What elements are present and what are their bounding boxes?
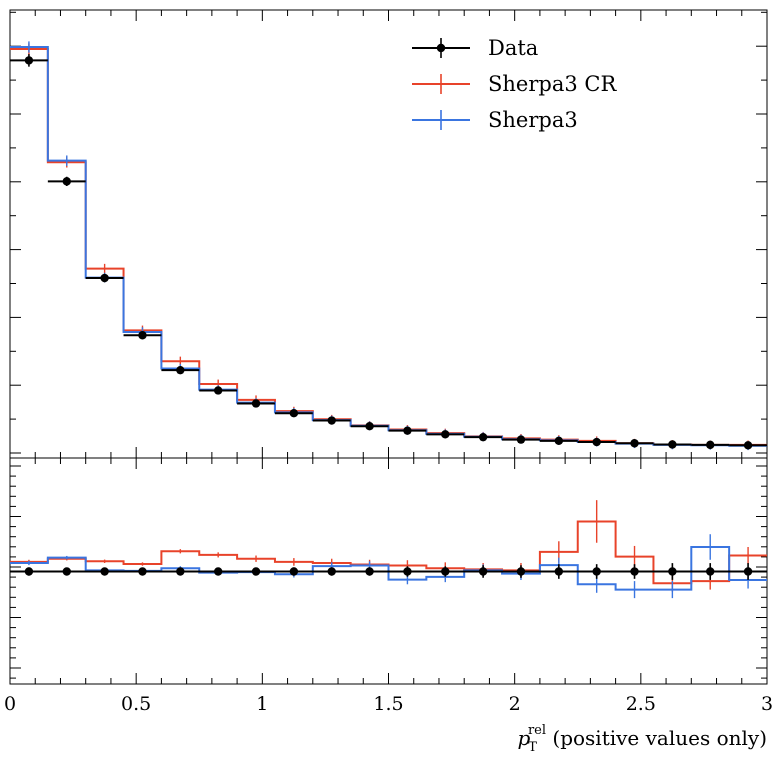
data-point: [403, 426, 412, 435]
data-ratio-point: [365, 567, 374, 576]
data-ratio-point: [403, 567, 412, 576]
data-point: [289, 409, 299, 418]
data-point: [327, 416, 336, 425]
data-point: [24, 56, 34, 65]
data-ratio-point: [138, 567, 147, 576]
series-line-sherpa3-cr: [10, 48, 767, 446]
data-point: [441, 430, 450, 439]
x-tick-label: 0.5: [121, 693, 151, 715]
data-ratio-point: [24, 567, 34, 576]
data-ratio-point: [213, 567, 223, 576]
data-point: [138, 331, 147, 340]
data-point: [213, 386, 223, 395]
x-tick-label: 2.5: [626, 693, 656, 715]
data-ratio-point: [743, 567, 753, 576]
data-point: [251, 399, 261, 408]
x-axis: 0 0.5 1 1.5 2 2.5 3: [4, 693, 773, 715]
data-point: [516, 435, 526, 444]
data-ratio-point: [630, 567, 639, 576]
data-point: [176, 365, 185, 375]
data-point: [365, 422, 374, 431]
data-ratio-point: [251, 567, 261, 576]
data-ratio-point: [554, 567, 564, 576]
x-axis-label: pTrel (positive values only): [517, 723, 767, 755]
x-tick-label: 1.5: [373, 693, 403, 715]
data-point: [743, 441, 753, 450]
data-ratio-point: [327, 567, 336, 576]
main-panel-frame: [9, 9, 768, 459]
legend-label-sherpa3: Sherpa3: [488, 108, 578, 132]
legend-label-data: Data: [488, 36, 538, 60]
data-ratio-point: [441, 567, 450, 576]
legend: Data Sherpa3 CR Sherpa3: [412, 36, 617, 132]
data-ratio-point: [289, 567, 299, 576]
data-point: [554, 436, 564, 446]
data-ratio-point: [706, 567, 715, 576]
ratio-panel: [9, 457, 768, 685]
x-tick-label: 1: [256, 693, 268, 715]
x-tick-label: 0: [4, 693, 16, 715]
data-ratio-point: [478, 567, 488, 576]
data-ratio-point: [668, 567, 677, 576]
data-point: [630, 439, 639, 448]
data-ratio-point: [176, 567, 185, 576]
x-tick-label: 3: [761, 693, 773, 715]
data-point: [668, 440, 677, 449]
data-ratio-point: [516, 567, 526, 576]
data-point: [100, 273, 109, 283]
data-point: [706, 440, 715, 450]
main-panel: [9, 9, 768, 459]
legend-marker-data: [436, 43, 446, 53]
data-ratio-point: [592, 567, 601, 576]
x-tick-label: 2: [509, 693, 521, 715]
series-line-sherpa3: [10, 46, 767, 447]
legend-label-sherpa3-cr: Sherpa3 CR: [488, 72, 617, 96]
data-point: [478, 432, 488, 442]
data-point: [62, 177, 71, 186]
data-ratio-point: [62, 567, 71, 576]
data-ratio-point: [100, 567, 109, 576]
data-point: [592, 437, 601, 447]
